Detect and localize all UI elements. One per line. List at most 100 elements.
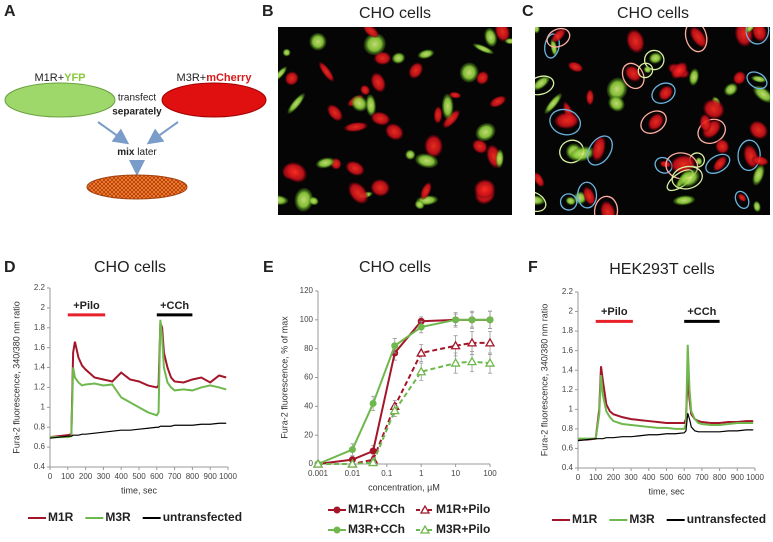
- cell: [738, 193, 747, 202]
- x-tick-label: 0.1: [381, 469, 393, 478]
- chart-title: HEK293T cells: [609, 261, 715, 278]
- cell: [494, 27, 510, 42]
- step-text: mix later: [117, 147, 157, 158]
- y-tick-label: 0.8: [34, 422, 46, 431]
- cell: [472, 43, 494, 55]
- legend-marker: [333, 526, 341, 534]
- stimulus-label: +CCh: [160, 300, 189, 312]
- point: [347, 458, 358, 468]
- panel-title: CHO cells: [617, 5, 689, 22]
- y-tick-label: 2.2: [34, 283, 46, 292]
- point: [312, 458, 324, 468]
- series-line: [318, 341, 490, 465]
- x-tick-label: 700: [695, 473, 709, 482]
- cell: [745, 27, 756, 33]
- legend-label: M3R+Pilo: [436, 522, 490, 536]
- y-tick-label: 40: [304, 401, 313, 410]
- cell: [715, 139, 730, 154]
- x-tick-label: 400: [642, 473, 656, 482]
- point: [452, 316, 460, 324]
- y-tick-label: 1.2: [562, 385, 574, 394]
- legend-label: M1R: [48, 510, 74, 524]
- x-tick-label: 100: [589, 473, 603, 482]
- y-tick-label: 2.2: [562, 287, 574, 296]
- y-tick-label: 100: [300, 315, 314, 324]
- cell-outline: [621, 62, 645, 90]
- y-tick-label: 0.4: [562, 463, 574, 472]
- cell: [370, 111, 391, 126]
- cell: [703, 99, 725, 120]
- cell: [351, 95, 368, 112]
- arrow: [146, 121, 179, 145]
- stimulus-label: +Pilo: [73, 300, 100, 312]
- cell: [282, 48, 291, 57]
- point: [450, 357, 461, 367]
- cell-outline: [577, 181, 598, 209]
- panel-letter: B: [262, 3, 274, 20]
- step-text: separately: [112, 107, 162, 118]
- x-tick-label: 200: [607, 473, 621, 482]
- cell: [433, 106, 443, 124]
- cell: [724, 83, 738, 96]
- cell-outline: [593, 195, 619, 215]
- cell: [608, 95, 625, 112]
- cell: [459, 62, 479, 83]
- cell: [658, 85, 673, 101]
- point: [348, 446, 356, 454]
- cell: [600, 200, 616, 215]
- legend-label: untransfected: [687, 512, 766, 526]
- y-tick-label: 0.6: [562, 444, 574, 453]
- legend-label: M3R: [105, 510, 131, 524]
- cell: [370, 72, 386, 93]
- y-tick-label: 80: [304, 344, 313, 353]
- panel-letter: D: [4, 259, 16, 276]
- step-text: transfect: [118, 93, 157, 104]
- cell-outline: [535, 190, 547, 213]
- y-tick-label: 1: [41, 402, 46, 411]
- stimulus-label: +Pilo: [601, 306, 628, 318]
- dish-red: [161, 82, 267, 118]
- legend-label: M1R: [572, 512, 598, 526]
- y-axis-title: Fura-2 fluorescence, 340/380 nm ratio: [539, 304, 549, 457]
- cell-outline: [559, 193, 578, 211]
- series-line: [317, 318, 490, 465]
- cell: [713, 156, 727, 172]
- x-tick-label: 1000: [746, 473, 764, 482]
- cell-outline: [535, 75, 555, 96]
- y-tick-label: 120: [300, 286, 314, 295]
- cell: [495, 149, 504, 168]
- cell-outline: [651, 82, 676, 104]
- y-tick-label: 1.6: [34, 343, 46, 352]
- y-tick-label: 1.8: [34, 323, 46, 332]
- point: [369, 447, 377, 455]
- cell: [417, 49, 435, 59]
- cell: [345, 160, 365, 176]
- y-tick-label: 2: [41, 303, 46, 312]
- legend-label: untransfected: [163, 510, 242, 524]
- cell: [489, 95, 507, 108]
- y-tick-label: 1.2: [34, 383, 46, 392]
- y-tick-label: 1.8: [562, 326, 574, 335]
- x-tick-label: 1: [419, 469, 424, 478]
- series-line: [578, 366, 754, 441]
- point: [484, 337, 496, 347]
- x-tick-label: 800: [713, 473, 727, 482]
- y-tick-label: 1.4: [562, 365, 574, 374]
- cell: [484, 27, 498, 47]
- cell: [420, 182, 432, 200]
- chart-title: CHO cells: [94, 259, 166, 276]
- y-tick-label: 1.6: [562, 346, 574, 355]
- point: [486, 316, 494, 324]
- cell: [626, 29, 645, 54]
- cell-outline: [705, 153, 731, 174]
- cell: [624, 65, 642, 82]
- cell: [385, 123, 404, 141]
- arrow: [97, 121, 130, 145]
- cell: [414, 200, 425, 210]
- cell-outline: [734, 190, 750, 210]
- legend-label: M3R: [629, 512, 655, 526]
- series-line: [578, 344, 754, 440]
- chart: D CHO cells 0.4 0.6 0.8 1 1.2 1.4 1.6 1.8 2 2.2 0 100…: [4, 259, 242, 524]
- x-tick-label: 100: [483, 469, 497, 478]
- x-axis-title: time, sec: [121, 485, 158, 495]
